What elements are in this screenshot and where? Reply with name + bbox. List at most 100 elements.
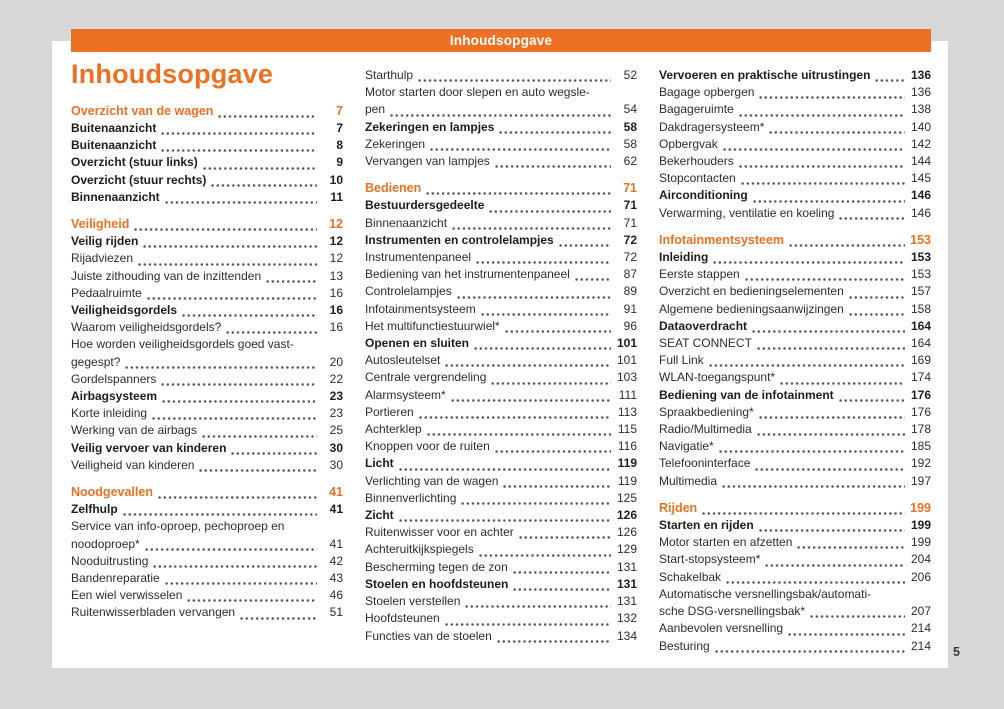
toc-entry-label: Het multifunctiestuurwiel*: [365, 318, 500, 333]
toc-rows: Overzicht van de wagen 7 Buitenaanzicht 7 Bu…: [71, 103, 343, 622]
toc-entry-label: Overzicht van de wagen: [71, 103, 214, 118]
toc-entry-label: Besturing: [659, 638, 710, 653]
toc-entry: Zelfhulp 41: [71, 501, 343, 518]
toc-entry: Centrale vergrendeling 103: [365, 369, 637, 386]
dot-leader: [837, 397, 905, 403]
dot-leader: [809, 614, 905, 620]
toc-entry: Het multifunctiestuurwiel* 96: [365, 318, 637, 335]
toc-entry-label: Algemene bedieningsaanwijzingen: [659, 301, 844, 316]
toc-entry-page-number: 30: [329, 440, 343, 455]
dot-leader: [425, 432, 611, 438]
toc-entry: Overzicht (stuur rechts) 10: [71, 172, 343, 189]
toc-entry-page-number: 13: [329, 268, 343, 283]
dot-leader: [181, 313, 317, 319]
toc-entry-label: Bandenreparatie: [71, 570, 160, 585]
dot-leader: [425, 191, 611, 197]
toc-entry-label: Waarom veiligheidsgordels?: [71, 320, 222, 335]
toc-entry-page-number: 42: [329, 553, 343, 568]
toc-entry-page-number: 54: [623, 102, 637, 117]
toc-entry-label: Alarmsysteem*: [365, 387, 446, 402]
toc-entry-label: Buitenaanzicht: [71, 138, 157, 153]
toc-entry-label: Telefooninterface: [659, 456, 751, 471]
toc-entry: Veiligheid 12: [71, 216, 343, 233]
toc-entry-page-number: 129: [616, 542, 637, 557]
toc-entry-page-number: 10: [329, 172, 343, 187]
toc-entry-page-number: 11: [330, 189, 343, 204]
toc-entry-page-number: 71: [623, 181, 637, 196]
toc-entry: Telefooninterface 192: [659, 455, 931, 472]
toc-entry: Full Link 169: [659, 352, 931, 369]
toc-entry-label: Infotainmentsysteem: [365, 301, 476, 316]
toc-entry-label: Centrale vergrendeling: [365, 370, 487, 385]
toc-entry-label: Aanbevolen versnelling: [659, 621, 784, 636]
toc-entry-page-number: 131: [616, 559, 637, 574]
toc-entry: Overzicht en bedieningselementen 157: [659, 283, 931, 300]
toc-entry-label: Pedaalruimte: [71, 285, 142, 300]
toc-entry-label: Service van info-oproep, pechoproep en: [71, 519, 285, 534]
toc-entry-label: Zekeringen en lampjes: [365, 119, 495, 134]
dot-leader: [847, 311, 905, 317]
toc-entry: Vervoeren en praktische uitrustingen 136: [659, 67, 931, 84]
dot-leader: [712, 260, 905, 266]
dot-leader: [455, 294, 611, 300]
toc-entry-page-number: 8: [336, 138, 343, 153]
toc-entry-page-number: 204: [910, 552, 931, 567]
toc-entry-label: Ruitenwisserbladen vervangen: [71, 605, 236, 620]
toc-entry-page-number: 185: [910, 439, 931, 454]
dot-leader: [490, 380, 611, 386]
toc-entry-page-number: 41: [329, 536, 343, 551]
toc-entry-page-number: 153: [910, 232, 931, 247]
toc-entry-label: Starthulp: [365, 68, 414, 82]
toc-entry: Starten en rijden 199: [659, 517, 931, 534]
dot-leader: [475, 260, 611, 266]
dot-leader: [517, 535, 611, 541]
toc-entry-label: Werking van de airbags: [71, 423, 197, 438]
toc-entry-page-number: 20: [329, 354, 343, 369]
toc-entry-label: Start-stopsysteem*: [659, 552, 761, 567]
toc-entry: Spraakbediening* 176: [659, 404, 931, 421]
toc-entry: Ruitenwisserbladen vervangen 51: [71, 604, 343, 621]
toc-entry-page-number: 132: [616, 611, 637, 626]
toc-entry-label: Spraakbediening*: [659, 404, 754, 419]
page-header-bar: Inhoudsopgave: [71, 29, 931, 52]
toc-entry-label: Verwarming, ventilatie en koeling: [659, 205, 835, 220]
toc-entry-page-number: 16: [329, 285, 343, 300]
dot-leader: [464, 604, 611, 610]
toc-rows: Vervoeren en praktische uitrustingen 136 B…: [659, 67, 931, 655]
toc-entry-label: Multimedia: [659, 473, 718, 488]
dot-leader: [757, 528, 905, 534]
toc-entry-page-number: 58: [623, 119, 637, 134]
toc-entry-label: Vervangen van lampjes: [365, 154, 490, 169]
dot-leader: [502, 483, 611, 489]
dot-leader: [764, 562, 905, 568]
toc-entry: Veiligheid van kinderen 30: [71, 457, 343, 474]
toc-entry-label: Rijadviezen: [71, 251, 134, 266]
toc-entry-label: Infotainmentsysteem: [659, 232, 785, 247]
toc-entry: Nooduitrusting 42: [71, 553, 343, 570]
toc-entry: Infotainmentsysteem 153: [659, 232, 931, 249]
dot-leader: [230, 450, 317, 456]
toc-entry: Zicht 126: [365, 507, 637, 524]
dot-leader: [389, 112, 611, 118]
toc-entry: Motor starten en afzetten 199: [659, 534, 931, 551]
dot-leader: [721, 483, 905, 489]
dot-leader: [751, 329, 905, 335]
dot-leader: [717, 449, 905, 455]
toc-entry-label: Motor starten door slepen en auto wegsle…: [365, 85, 590, 100]
toc-entry-page-number: 7: [336, 120, 343, 135]
toc-entry-page-number: 153: [910, 267, 931, 282]
dot-leader: [160, 131, 317, 137]
dot-leader: [479, 311, 611, 317]
toc-entry: Bagage opbergen 136: [659, 84, 931, 101]
toc-entry-page-number: 113: [617, 404, 637, 419]
toc-content: Inhoudsopgave Overzicht van de wagen 7 Bui…: [71, 59, 931, 655]
toc-entry-label: Licht: [365, 456, 394, 471]
dot-leader: [217, 113, 317, 119]
toc-entry-label: Bediening van het instrumentenpaneel: [365, 267, 570, 282]
toc-entry-page-number: 119: [617, 473, 637, 488]
toc-entry: Achteruitkijkspiegels 129: [365, 541, 637, 558]
toc-entry: Juiste zithouding van de inzittenden 13: [71, 268, 343, 285]
toc-entry-page-number: 206: [910, 569, 931, 584]
toc-entry: Overzicht (stuur links) 9: [71, 154, 343, 171]
toc-column-3: Vervoeren en praktische uitrustingen 136 B…: [659, 60, 931, 655]
